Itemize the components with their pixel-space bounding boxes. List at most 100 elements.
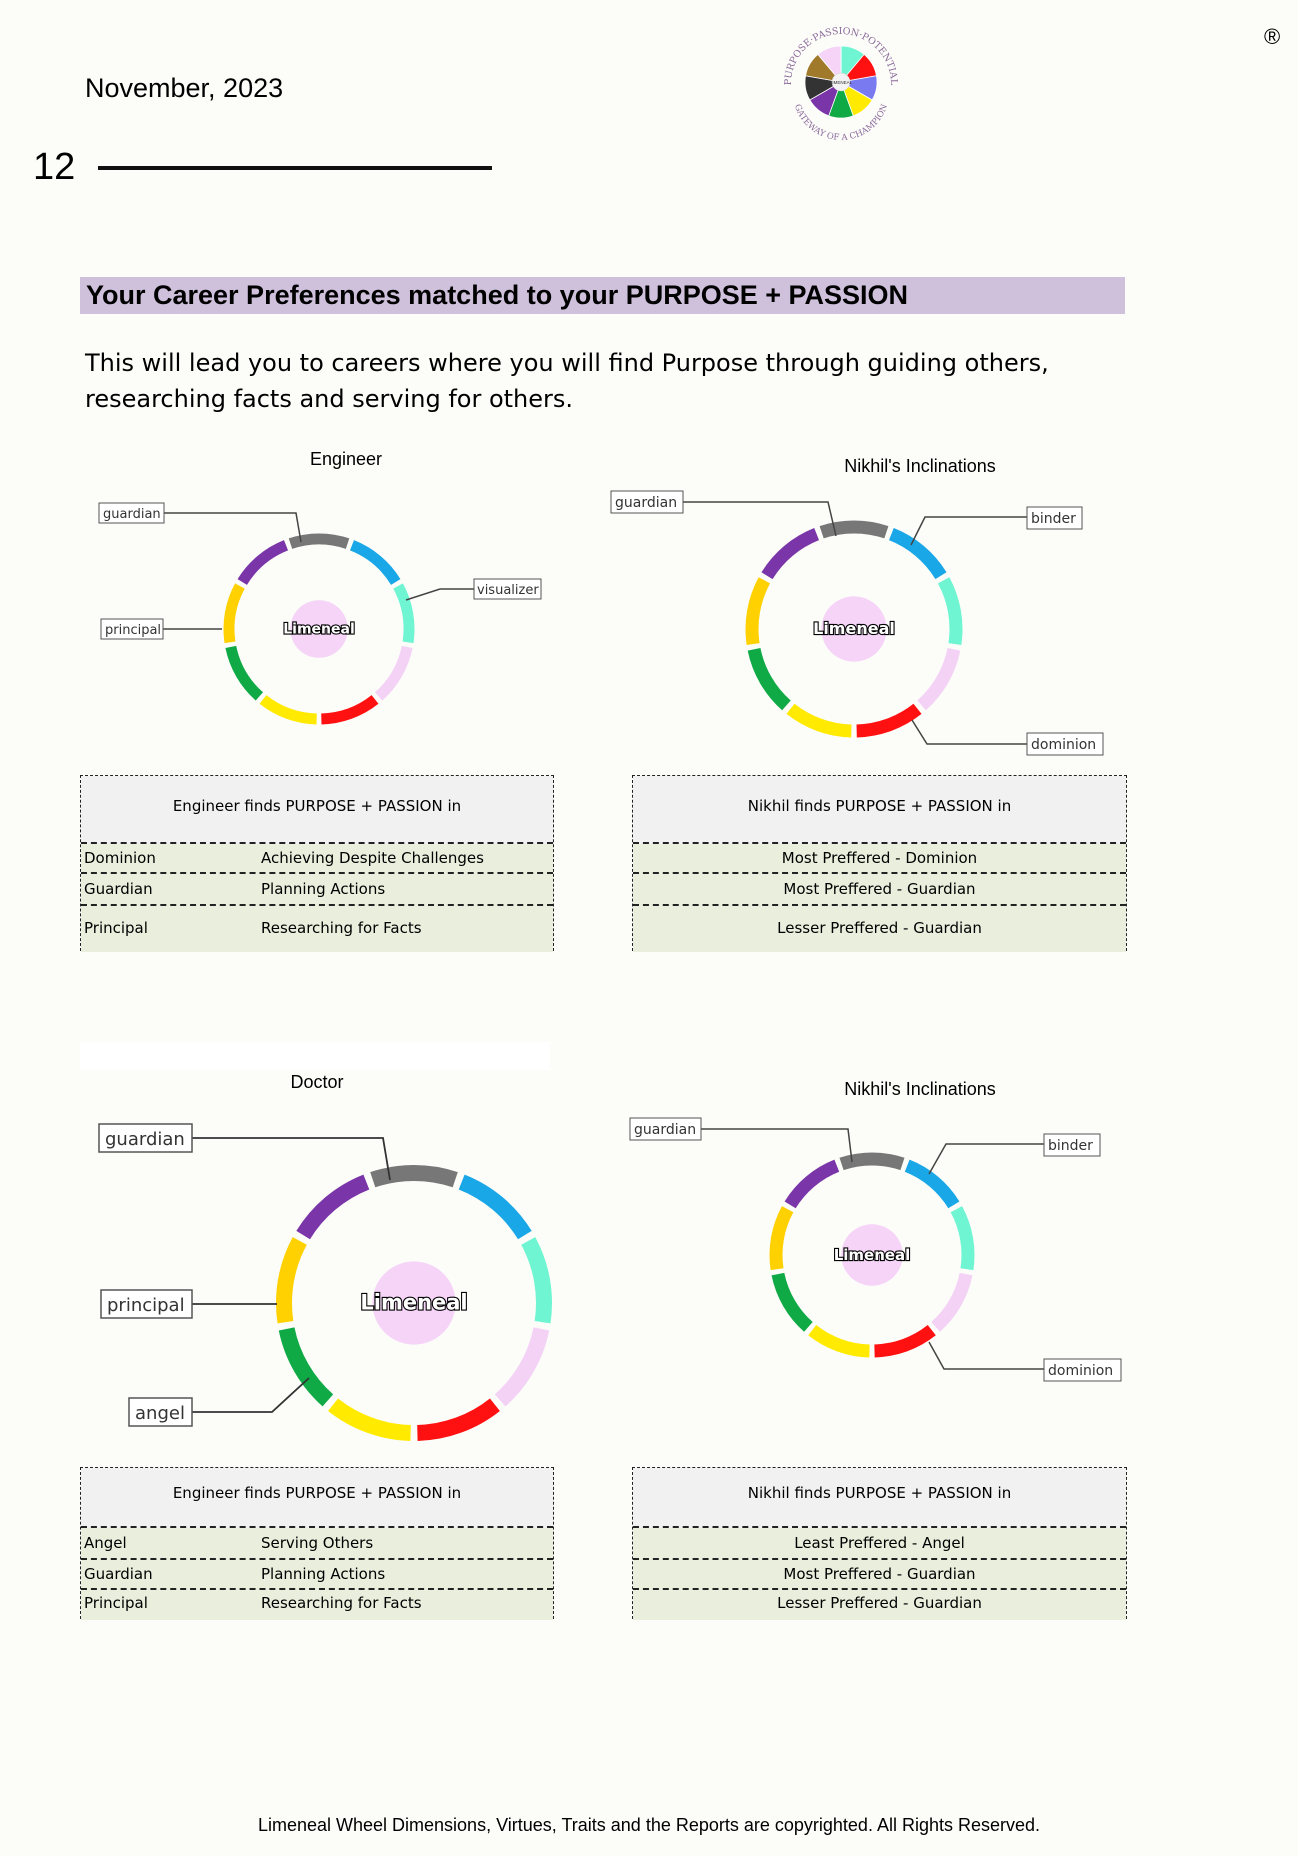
trait-cell: Researching for Facts	[261, 919, 422, 937]
wheel-segment	[786, 703, 852, 738]
wheel-segment	[856, 703, 922, 738]
wheel-segment	[784, 1159, 840, 1209]
registered-mark: ®	[1264, 24, 1281, 49]
label-visualizer: visualizer	[477, 583, 539, 598]
label-principal: principal	[105, 623, 161, 638]
table-row: Least Preffered - Angel	[633, 1528, 1126, 1560]
wheel-segment	[223, 583, 245, 644]
wheel-segment	[259, 695, 317, 725]
wheel-segment	[747, 647, 791, 711]
nikhil-purpose-table-2: Nikhil finds PURPOSE + PASSION in Least …	[632, 1467, 1127, 1620]
label-guardian: guardian	[615, 495, 677, 511]
label-angel: angel	[135, 1403, 185, 1424]
wheel-segment	[225, 645, 264, 701]
dimension-cell: Principal	[84, 1594, 148, 1612]
wheel-segment	[237, 540, 289, 585]
header-rule	[98, 166, 492, 170]
label-principal: principal	[107, 1295, 185, 1316]
label-binder: binder	[1048, 1138, 1093, 1154]
chart-title-doctor: Doctor	[290, 1072, 344, 1092]
label-dominion: dominion	[1031, 737, 1096, 753]
logo-center-text: LIMENEAL	[830, 80, 853, 85]
wheel-segment	[416, 1398, 500, 1441]
trait-cell: Achieving Despite Challenges	[261, 849, 484, 867]
table-row: Most Preffered - Dominion	[633, 844, 1126, 874]
wheel-segment	[761, 528, 820, 580]
chart-title-nikhil-1: Nikhil's Inclinations	[844, 456, 996, 476]
wheel-segment	[839, 1152, 905, 1171]
trait-cell: Researching for Facts	[261, 1594, 422, 1612]
table-header: Nikhil finds PURPOSE + PASSION in	[633, 1468, 1126, 1528]
label-dominion: dominion	[1048, 1363, 1113, 1379]
page-number: 12	[33, 146, 76, 188]
table-row: Angel Serving Others	[81, 1528, 553, 1560]
table-row: Lesser Preffered - Guardian	[633, 1590, 1126, 1620]
table-row: Principal Researching for Facts	[81, 1590, 553, 1620]
wheel-segment	[937, 577, 963, 646]
wheel-segment	[808, 1324, 870, 1358]
wheel-segment	[349, 540, 401, 585]
wheel-segment	[328, 1398, 412, 1441]
chart3-callouts: guardian principal angel	[98, 1123, 391, 1427]
trait-cell: Serving Others	[261, 1534, 374, 1552]
wheel-nikhil-2: Limeneal	[769, 1152, 975, 1358]
dimension-cell: Principal	[84, 919, 148, 937]
dimension-cell: Angel	[84, 1534, 127, 1552]
wheel-segment	[370, 1165, 458, 1188]
label-guardian: guardian	[103, 507, 161, 522]
table-row: Dominion Achieving Despite Challenges	[81, 844, 553, 874]
wheel-center-label: Limeneal	[834, 1246, 911, 1264]
table-row: Lesser Preffered - Guardian	[633, 906, 1126, 952]
wheel-center	[290, 600, 348, 658]
wheel-center	[841, 1224, 903, 1286]
label-guardian: guardian	[634, 1122, 696, 1138]
dimension-cell: Guardian	[84, 1565, 153, 1583]
wheel-segment	[494, 1327, 550, 1407]
wheel-segment	[458, 1174, 532, 1240]
wheel-segment	[288, 533, 350, 549]
table-row: Principal Researching for Facts	[81, 906, 553, 952]
section-intro: This will lead you to careers where you …	[85, 349, 1049, 413]
wheel-segment	[769, 1206, 794, 1271]
logo-slice	[817, 45, 842, 84]
nikhil-purpose-table-1: Nikhil finds PURPOSE + PASSION in Most P…	[632, 775, 1127, 952]
chart2-callouts: guardian binder dominion	[610, 490, 1104, 756]
wheel-center	[372, 1261, 456, 1345]
wheel-segment	[888, 528, 947, 580]
wheel-segment	[931, 1272, 973, 1332]
table-row: Most Preffered - Guardian	[633, 1560, 1126, 1590]
chart-title-nikhil-2: Nikhil's Inclinations	[844, 1079, 996, 1099]
chart-title-engineer: Engineer	[309, 449, 383, 469]
wheel-engineer: Limeneal	[223, 533, 415, 725]
table-row: Guardian Planning Actions	[81, 1560, 553, 1590]
copyright-footer: Limeneal Wheel Dimensions, Virtues, Trai…	[257, 1815, 1041, 1835]
wheel-segment	[917, 647, 961, 711]
trait-cell: Planning Actions	[261, 880, 386, 898]
section-heading: Your Career Preferences matched to your …	[80, 277, 1125, 314]
wheel-segment	[393, 583, 415, 644]
table-row: Most Preffered - Guardian	[633, 874, 1126, 906]
engineer-purpose-table-2: Engineer finds PURPOSE + PASSION in Ange…	[80, 1467, 554, 1620]
wheel-segment	[904, 1159, 960, 1209]
table-header: Engineer finds PURPOSE + PASSION in	[81, 776, 553, 844]
wheel-doctor: Limeneal	[276, 1165, 552, 1441]
table-row: Guardian Planning Actions	[81, 874, 553, 906]
table-header: Nikhil finds PURPOSE + PASSION in	[633, 776, 1126, 844]
engineer-purpose-table-1: Engineer finds PURPOSE + PASSION in Domi…	[80, 775, 554, 952]
wheel-segment	[950, 1206, 975, 1271]
limeneal-logo: PURPOSE·PASSION·POTENTIAL GATEWAY OF A C…	[783, 26, 899, 142]
chart4-callouts: guardian binder dominion	[629, 1117, 1122, 1382]
wheel-center-label: Limeneal	[360, 1291, 467, 1315]
dimension-cell: Dominion	[84, 849, 156, 867]
wheel-segment	[819, 520, 889, 539]
blank-strip	[80, 1042, 550, 1070]
wheel-segment	[276, 1237, 307, 1324]
wheel-center	[821, 596, 887, 662]
label-binder: binder	[1031, 511, 1076, 527]
wheel-segment	[296, 1174, 370, 1240]
dimension-cell: Guardian	[84, 880, 153, 898]
report-date: November, 2023	[85, 73, 284, 103]
wheel-center-label: Limeneal	[813, 619, 895, 638]
wheel-segment	[374, 645, 413, 701]
